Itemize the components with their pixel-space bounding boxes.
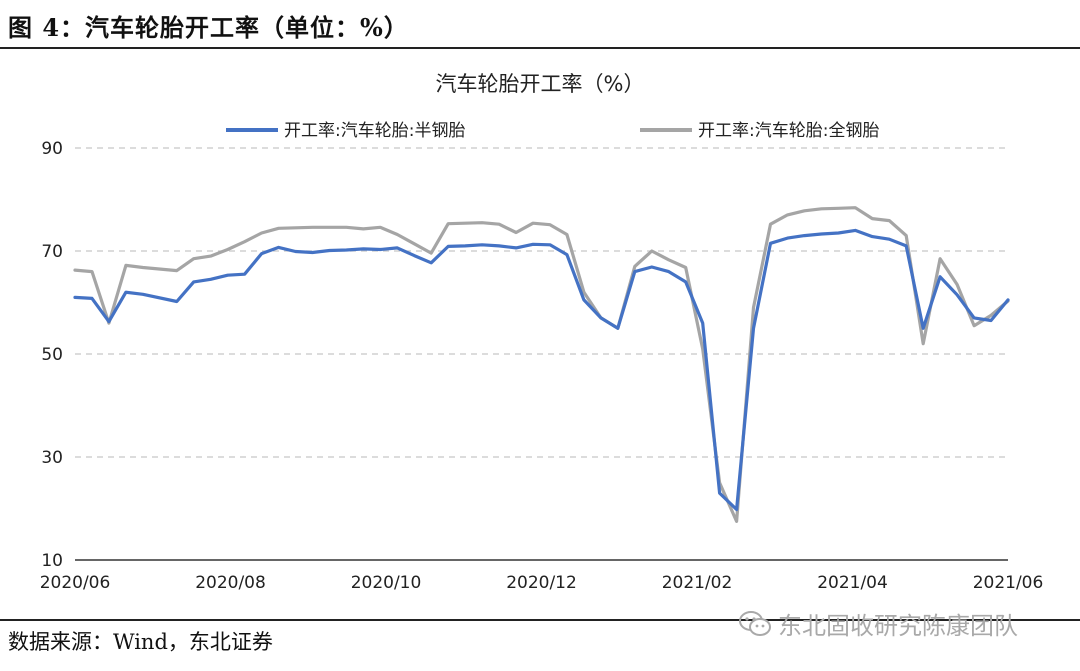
chart-title: 汽车轮胎开工率（%）: [436, 72, 645, 96]
y-tick-label: 50: [41, 345, 63, 365]
x-tick-label: 2020/12: [506, 573, 577, 593]
legend-label: 开工率:汽车轮胎:全钢胎: [698, 121, 879, 141]
x-tick-label: 2021/04: [817, 573, 888, 593]
legend-label: 开工率:汽车轮胎:半钢胎: [284, 121, 465, 141]
wechat-icon: [739, 610, 771, 636]
series-line-semi-steel: [73, 228, 1010, 512]
y-tick-label: 70: [41, 242, 63, 262]
watermark: 东北固收研究陈康团队: [738, 606, 1018, 641]
series-line-all-steel: [73, 206, 1010, 523]
tire-utilization-chart: 汽车轮胎开工率（%） 开工率:汽车轮胎:半钢胎 开工率:汽车轮胎:全钢胎 10 30…: [40, 72, 1044, 593]
bottom-divider: [0, 619, 1080, 621]
y-tick-label: 10: [41, 551, 63, 571]
top-divider: [0, 47, 1080, 49]
gridlines: [75, 147, 1008, 458]
watermark-text: 东北固收研究陈康团队: [778, 612, 1018, 640]
y-tick-label: 90: [41, 139, 63, 159]
x-tick-label: 2021/02: [662, 573, 733, 593]
legend: 开工率:汽车轮胎:半钢胎 开工率:汽车轮胎:全钢胎: [226, 121, 879, 141]
source-note: 数据来源：Wind，东北证券: [8, 630, 273, 654]
x-tick-label: 2020/06: [40, 573, 111, 593]
figure-title: 图 4：汽车轮胎开工率（单位：%）: [8, 13, 409, 42]
y-axis: 10 30 50 70 90: [41, 139, 63, 571]
plot-area: [73, 206, 1010, 523]
x-axis: 2020/06 2020/08 2020/10 2020/12 2021/02 2021/…: [40, 559, 1044, 593]
x-tick-label: 2020/10: [351, 573, 422, 593]
x-tick-label: 2021/06: [973, 573, 1044, 593]
x-tick-label: 2020/08: [195, 573, 266, 593]
y-tick-label: 30: [41, 448, 63, 468]
